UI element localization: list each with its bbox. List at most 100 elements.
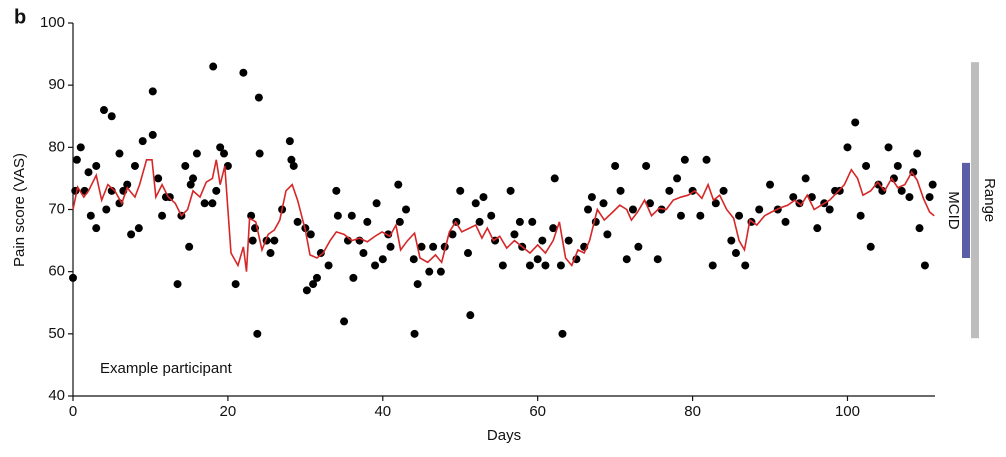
point [402,205,411,214]
point [185,242,194,251]
point [130,161,139,170]
point [448,230,457,239]
y-tick-label: 80 [48,138,65,155]
point [99,106,108,115]
point [154,174,163,183]
point [107,112,116,121]
point [487,211,496,220]
point [332,186,341,195]
point [913,149,922,158]
point [599,199,608,208]
x-tick-label: 20 [220,403,237,420]
point [231,280,240,289]
point [789,193,798,202]
trend-line [72,158,935,272]
point [115,149,124,158]
point [158,211,167,220]
point [735,211,744,220]
y-tick-label: 60 [48,263,65,280]
y-tick-label: 70 [48,200,65,217]
point [611,161,620,170]
annotation: Example participant [100,360,233,377]
point [920,261,929,270]
point [134,224,143,233]
point [349,273,358,282]
point [386,242,395,251]
point [642,161,651,170]
point [634,242,643,251]
point [766,180,775,189]
y-tick-label: 100 [40,14,65,31]
point [657,205,666,214]
point [550,174,559,183]
point [498,261,507,270]
x-tick-label: 80 [684,403,701,420]
point [515,217,524,226]
point [92,224,101,233]
mcid-bar [962,162,970,258]
point [801,174,810,183]
point [200,199,209,208]
point [239,68,248,77]
point [665,186,674,195]
point [549,224,558,233]
point [413,280,422,289]
point [533,255,542,264]
point [363,217,372,226]
point [209,62,218,71]
point [603,230,612,239]
range-bar [971,62,979,339]
point [925,193,934,202]
point [541,261,550,270]
point [584,205,593,214]
point [359,249,368,258]
point [138,137,147,146]
point [696,211,705,220]
point [148,87,157,96]
point [653,255,662,264]
point [506,186,515,195]
point [84,168,93,177]
y-tick-label: 40 [48,387,65,404]
point [285,137,294,146]
point [253,329,262,338]
point [755,205,764,214]
point [719,186,728,195]
x-tick-label: 0 [69,403,77,420]
point [76,143,85,152]
point [316,249,325,258]
point [897,186,906,195]
point [463,249,472,258]
point [813,224,822,233]
point [254,93,263,102]
point [915,224,924,233]
point [340,317,349,326]
mcid-bar-label: MCID [945,191,962,229]
point [72,155,81,164]
point [425,267,434,276]
point [395,217,404,226]
point [825,205,834,214]
point [417,242,426,251]
point [223,161,232,170]
point [378,255,387,264]
point [216,143,225,152]
point [616,186,625,195]
x-tick-label: 60 [529,403,546,420]
x-axis-label: Days [487,427,521,444]
point [102,205,111,214]
point [123,180,132,189]
range-bar-label: Range [981,178,998,222]
point [220,149,229,158]
point [248,236,257,245]
point [564,236,573,245]
point [928,180,937,189]
point [708,261,717,270]
point [312,273,321,282]
point [456,186,465,195]
point [538,236,547,245]
point [856,211,865,220]
y-axis-label: Pain score (VAS) [11,153,28,267]
point [173,280,182,289]
